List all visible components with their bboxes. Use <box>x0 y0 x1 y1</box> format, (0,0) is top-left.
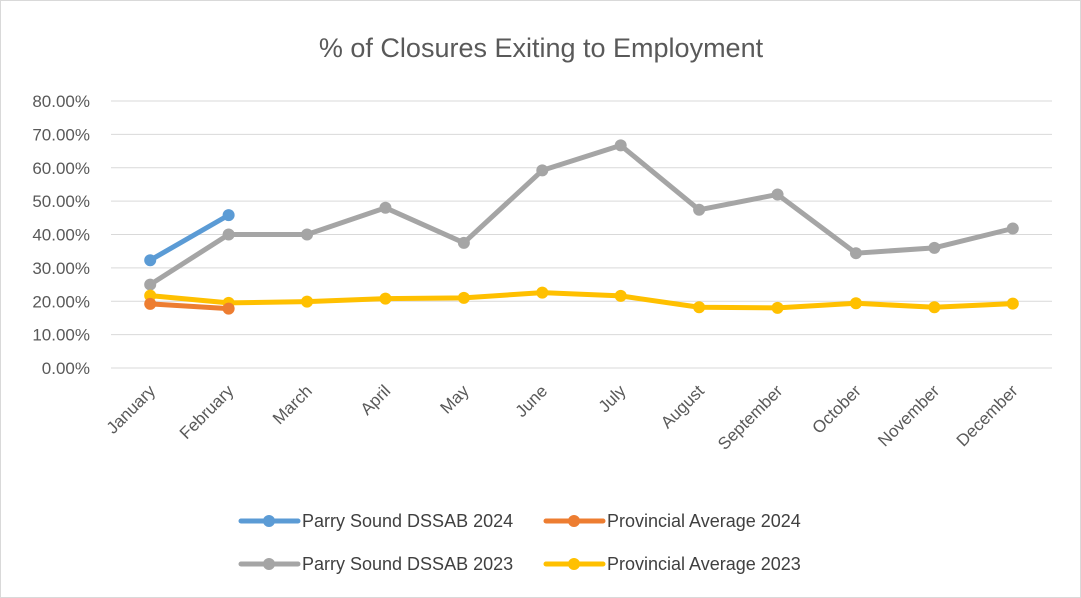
legend: Parry Sound DSSAB 2024 Provincial Average… <box>238 511 801 574</box>
y-axis-ticks: 0.00% 10.00% 20.00% 30.00% 40.00% 50.00% 60.00… <box>32 92 90 378</box>
series-group <box>144 139 1019 315</box>
y-tick-label: 70.00% <box>32 125 90 144</box>
series-line <box>147 212 232 263</box>
data-point <box>771 188 784 201</box>
data-point <box>849 247 862 260</box>
data-point <box>614 139 627 152</box>
legend-label: Provincial Average 2024 <box>607 511 801 531</box>
legend-label: Provincial Average 2023 <box>607 554 801 574</box>
x-tick-label: November <box>874 381 943 450</box>
legend-swatch-marker <box>263 558 275 570</box>
data-point <box>301 228 314 241</box>
x-tick-label: April <box>357 381 394 418</box>
x-tick-label: July <box>595 381 630 416</box>
data-point <box>222 228 235 241</box>
legend-swatch-marker <box>568 558 580 570</box>
x-axis-ticks: January February March April May June July Augu… <box>103 381 1022 454</box>
legend-entry: Parry Sound DSSAB 2023 <box>238 554 513 574</box>
data-point <box>144 254 157 267</box>
legend-label: Parry Sound DSSAB 2023 <box>302 554 513 574</box>
y-tick-label: 10.00% <box>32 326 90 345</box>
series-line <box>147 301 232 312</box>
legend-label: Parry Sound DSSAB 2024 <box>302 511 513 531</box>
x-tick-label: March <box>269 381 316 428</box>
data-point <box>614 289 627 302</box>
data-point <box>144 297 157 310</box>
data-point <box>849 297 862 310</box>
series-line <box>147 290 1016 311</box>
x-tick-label: May <box>437 381 473 417</box>
y-tick-label: 20.00% <box>32 292 90 311</box>
data-point <box>144 278 157 291</box>
legend-swatch-marker <box>263 515 275 527</box>
data-point <box>1006 297 1019 310</box>
y-tick-label: 50.00% <box>32 192 90 211</box>
data-point <box>222 209 235 222</box>
gridlines <box>111 100 1052 369</box>
series-provincial-average-2024 <box>144 297 235 315</box>
y-tick-label: 30.00% <box>32 259 90 278</box>
legend-entry: Provincial Average 2023 <box>543 554 801 574</box>
data-point <box>693 301 706 314</box>
data-point <box>536 286 549 299</box>
data-point <box>301 295 314 308</box>
chart-title: % of Closures Exiting to Employment <box>319 33 764 63</box>
y-tick-label: 40.00% <box>32 226 90 245</box>
data-point <box>928 241 941 254</box>
legend-entry: Provincial Average 2024 <box>543 511 801 531</box>
legend-entry: Parry Sound DSSAB 2024 <box>238 511 513 531</box>
series-line <box>147 142 1016 288</box>
data-point <box>379 292 392 305</box>
data-point <box>928 301 941 314</box>
data-point <box>457 236 470 249</box>
x-tick-label: January <box>103 381 160 438</box>
data-point <box>457 291 470 304</box>
x-tick-label: June <box>512 381 552 421</box>
data-point <box>771 301 784 314</box>
data-point <box>1006 222 1019 235</box>
x-tick-label: February <box>176 381 238 443</box>
x-tick-label: August <box>657 381 708 432</box>
series-parry-sound-dssab-2023 <box>144 139 1019 291</box>
data-point <box>536 164 549 177</box>
y-tick-label: 80.00% <box>32 92 90 111</box>
data-point <box>144 289 157 302</box>
y-tick-label: 60.00% <box>32 159 90 178</box>
legend-swatch-marker <box>568 515 580 527</box>
x-tick-label: December <box>953 381 1022 450</box>
y-tick-label: 0.00% <box>42 359 90 378</box>
x-tick-label: October <box>809 381 865 437</box>
data-point <box>222 302 235 315</box>
series-parry-sound-dssab-2024 <box>144 209 235 267</box>
series-provincial-average-2023 <box>144 286 1019 314</box>
data-point <box>693 203 706 216</box>
x-tick-label: September <box>714 381 786 453</box>
data-point <box>379 201 392 214</box>
